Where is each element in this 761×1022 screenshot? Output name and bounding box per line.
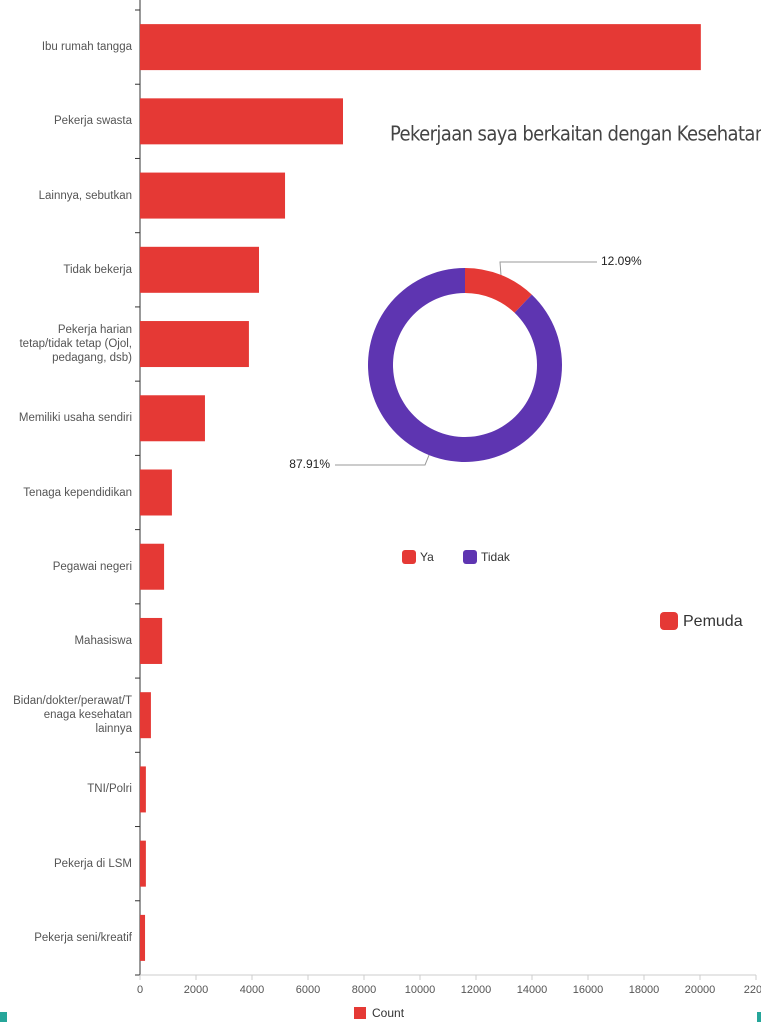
y-tick-label: TNI/Polri [87,783,132,796]
x-tick-label: 20000 [685,984,716,996]
pie-slice [465,268,532,313]
bar [140,766,146,813]
y-tick-label: Lainnya, sebutkan [38,189,132,202]
x-tick-label: 12000 [461,984,492,996]
x-tick-label: 16000 [573,984,604,996]
bar [140,469,172,516]
bar [140,840,146,887]
x-tick-label: 4000 [240,984,264,996]
pie-slice [368,268,562,462]
bar [140,321,249,368]
legend-swatch [354,1007,366,1019]
legend-label: Tidak [481,550,511,564]
y-tick-label: Mahasiswa [74,634,132,647]
legend-swatch [463,550,477,564]
bar [140,172,286,219]
bar [140,98,343,145]
y-tick-label: Pegawai negeri [52,560,132,573]
bar [140,395,205,442]
x-tick-label: 14000 [517,984,548,996]
x-tick-label: 10000 [405,984,436,996]
legend-swatch [660,612,678,630]
x-tick-label: 18000 [629,984,660,996]
legend-label: Ya [420,550,434,564]
bar [140,24,701,71]
legend-swatch [402,550,416,564]
decor [757,1012,761,1022]
leader-line [499,261,597,275]
x-tick-label: 2000 [184,984,208,996]
y-tick-label: Pekerja seni/kreatif [34,931,132,944]
x-tick-label: 2200 [744,984,761,996]
data-label: 12.09% [601,254,642,268]
y-tick-label: Tenaga kependidikan [23,486,132,499]
legend-label: Pemuda [683,613,743,630]
bar [140,617,163,664]
bar [140,246,259,293]
bar [140,914,146,961]
y-tick-label: Pekerja di LSM [54,857,132,870]
x-tick-label: 0 [137,984,143,996]
x-tick-label: 6000 [296,984,320,996]
bar [140,543,165,590]
y-tick-label: Memiliki usaha sendiri [18,412,132,425]
leader-line [335,454,430,466]
y-tick-label: Ibu rumah tangga [41,41,132,54]
y-tick-label: Pekerja harian tetap/tidak tetap (Ojol, … [19,324,132,365]
data-label: 87.91% [289,457,330,471]
y-tick-label: Tidak bekerja [63,263,132,276]
y-tick-label: Pekerja swasta [54,115,132,128]
y-tick-label: Bidan/dokter/perawat/Tenaga kesehatan la… [13,695,132,736]
x-tick-label: 8000 [352,984,376,996]
bar [140,692,151,739]
decor [0,1012,7,1022]
chart-title: Pekerjaan saya berkaitan dengan Kesehata… [390,122,761,146]
legend-label: Count [372,1006,405,1020]
